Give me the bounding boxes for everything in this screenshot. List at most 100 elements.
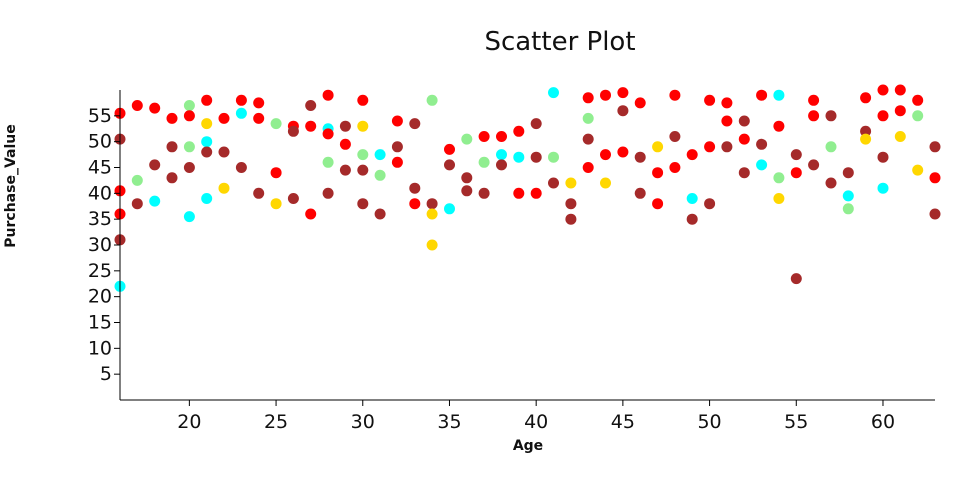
data-point [461,133,473,145]
y-tick-label: 55 [88,105,112,127]
data-point [808,110,820,122]
data-point [235,162,247,173]
data-point [686,149,698,161]
data-point [929,141,941,153]
data-point [357,149,369,161]
data-point [496,131,507,142]
data-point [860,133,872,145]
data-point [183,110,195,122]
y-tick-label: 35 [88,208,112,230]
data-point [790,273,802,285]
data-point [894,84,906,96]
x-tick-label: 45 [611,411,635,433]
data-point [183,211,195,223]
data-point [860,92,872,104]
data-point [270,167,282,179]
data-point [565,177,577,189]
data-point [478,156,490,168]
data-point [530,151,542,163]
y-tick-label: 10 [88,337,112,359]
data-point [131,174,143,186]
data-point [218,146,230,158]
data-point [634,151,646,163]
data-point [201,118,213,130]
data-point [131,100,143,111]
data-point [652,141,664,153]
data-point [478,187,490,199]
data-point [513,125,525,137]
data-point [235,107,247,119]
data-point [426,208,438,220]
data-point [409,118,421,130]
data-point [600,177,611,189]
data-point [287,193,299,204]
data-point [166,112,178,124]
data-point [409,182,421,194]
data-point [773,120,785,132]
data-point [652,198,664,210]
data-point [738,167,750,179]
data-point [617,105,629,117]
data-point [253,187,265,199]
data-point [426,239,438,251]
data-point [912,164,924,176]
data-point [357,198,369,210]
data-point [201,94,213,106]
x-tick-label: 60 [871,411,895,433]
x-tick-label: 35 [437,411,461,433]
data-point [825,110,837,122]
x-axis-label: Age [513,438,543,454]
data-point [877,151,889,163]
data-point [600,89,611,101]
data-point [894,105,906,117]
data-point [357,94,369,106]
data-point [548,87,559,99]
data-point [426,94,438,106]
data-point [704,198,716,210]
axes-layer: 20 25 30 35 40 45 50 55 60 5 10 15 20 25 30 35 40 45 50 55 [88,90,935,433]
data-point [322,187,334,199]
y-tick-label: 25 [88,260,112,282]
data-point [461,185,473,197]
data-point [756,138,768,150]
data-point [444,159,455,171]
data-point [339,138,351,150]
data-point [201,146,213,158]
data-point [652,167,664,179]
data-point [305,100,317,111]
data-point [842,167,854,179]
data-point [166,141,178,153]
data-point [270,198,282,210]
data-point [287,125,299,137]
data-point [634,97,646,109]
data-point [339,120,351,132]
data-point [426,198,438,210]
data-point [530,187,542,199]
data-point [461,172,473,184]
data-point [305,120,317,132]
data-point [322,156,334,168]
data-point [842,190,854,202]
data-point [825,177,837,189]
data-point [183,162,195,173]
data-point [617,146,629,158]
data-point [218,182,230,194]
data-point [808,94,820,106]
data-point [912,110,924,122]
data-point [357,120,369,132]
data-point [756,159,768,171]
data-point [253,97,265,109]
data-point [825,141,837,153]
data-point [357,164,369,176]
data-point [478,131,490,142]
data-point [669,162,681,173]
data-point [409,198,421,210]
data-point [374,169,386,181]
data-point [444,143,455,155]
data-point [322,128,334,140]
data-point [374,208,386,220]
data-point [201,136,213,148]
data-point [496,159,507,171]
